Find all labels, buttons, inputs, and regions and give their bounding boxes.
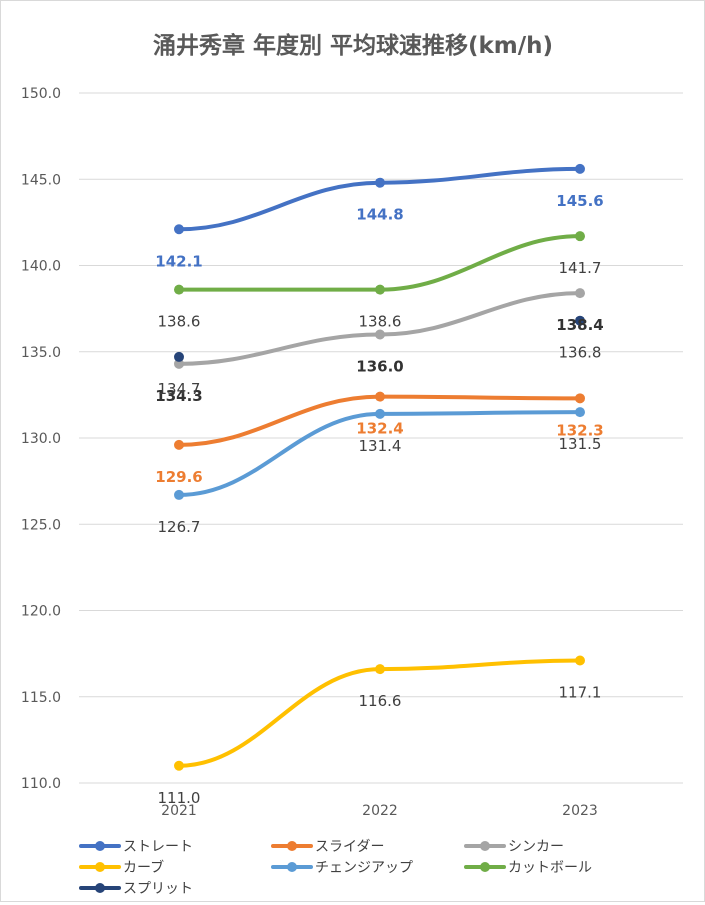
legend-label: シンカー [508,839,564,855]
legend-label: スライダー [315,839,384,855]
data-label: 144.8 [356,206,403,224]
legend-swatch-marker [287,841,297,851]
legend-swatch-marker [480,841,490,851]
legend-swatch-marker [95,862,105,872]
data-point [174,351,184,362]
data-label: 138.4 [556,316,603,334]
data-label: 134.7 [158,380,201,398]
data-point [375,329,385,340]
data-point [575,288,585,299]
legend-label: カットボール [508,860,592,876]
y-tick-label: 130.0 [21,431,61,447]
data-point [575,655,585,666]
data-point [174,358,184,369]
x-tick-label: 2022 [362,803,398,819]
y-tick-label: 150.0 [21,86,61,102]
data-label: 138.6 [359,313,402,331]
y-axis: 150.0 145.0 140.0 135.0 130.0 125.0 120.0 115.0… [21,86,61,792]
data-label: 145.6 [556,192,603,210]
data-label: 138.6 [158,313,201,331]
data-point [575,315,585,326]
data-label: 117.1 [559,684,602,702]
chart-title: 涌井秀章 年度別 平均球速推移(km/h) [153,32,553,59]
series-points [174,163,585,771]
data-point [375,408,385,419]
data-point [375,664,385,675]
data-point [375,284,385,295]
data-point [174,224,184,235]
data-label: 111.0 [158,789,201,807]
y-tick-label: 115.0 [21,690,61,706]
data-label: 132.4 [356,420,403,438]
y-tick-label: 145.0 [21,172,61,188]
data-label: 134.3 [155,387,202,405]
series-lines [177,166,582,768]
gridlines [79,92,683,784]
data-label: 131.4 [359,437,402,455]
x-tick-label: 2021 [161,803,197,819]
y-tick-label: 120.0 [21,604,61,620]
data-label: 142.1 [155,252,202,270]
x-axis: 2021 2022 2023 [161,803,598,819]
data-label: 129.6 [155,468,202,486]
data-point [174,489,184,500]
data-label: 141.7 [559,259,602,277]
data-label: 131.5 [559,435,602,453]
data-point [174,760,184,771]
y-tick-label: 125.0 [21,517,61,533]
data-label: 136.8 [559,344,602,362]
x-tick-label: 2023 [562,803,598,819]
data-label: 126.7 [158,518,201,536]
legend-label: カーブ [123,859,164,876]
data-point [575,231,585,242]
legend-label: ストレート [123,839,193,855]
data-point [575,407,585,418]
data-point [375,391,385,402]
y-tick-label: 110.0 [21,776,61,792]
data-point [575,393,585,404]
data-label: 136.0 [356,358,403,376]
legend-swatch-marker [287,862,297,872]
y-tick-label: 135.0 [21,345,61,361]
data-point [375,177,385,188]
data-point [174,284,184,295]
legend-swatch-marker [95,841,105,851]
legend-swatch-marker [95,883,105,893]
series-line [177,234,582,292]
series-line [177,658,582,768]
legend-swatch-marker [480,862,490,872]
legend-label: スプリット [123,881,193,897]
data-label: 132.3 [556,421,603,439]
data-point [575,163,585,174]
data-labels: 142.1 144.8 145.6 129.6 132.4 132.3 134.3 136.0… [155,192,603,807]
legend-label: チェンジアップ [315,860,413,876]
y-tick-label: 140.0 [21,259,61,275]
data-label: 116.6 [359,692,402,710]
data-point [174,439,184,450]
